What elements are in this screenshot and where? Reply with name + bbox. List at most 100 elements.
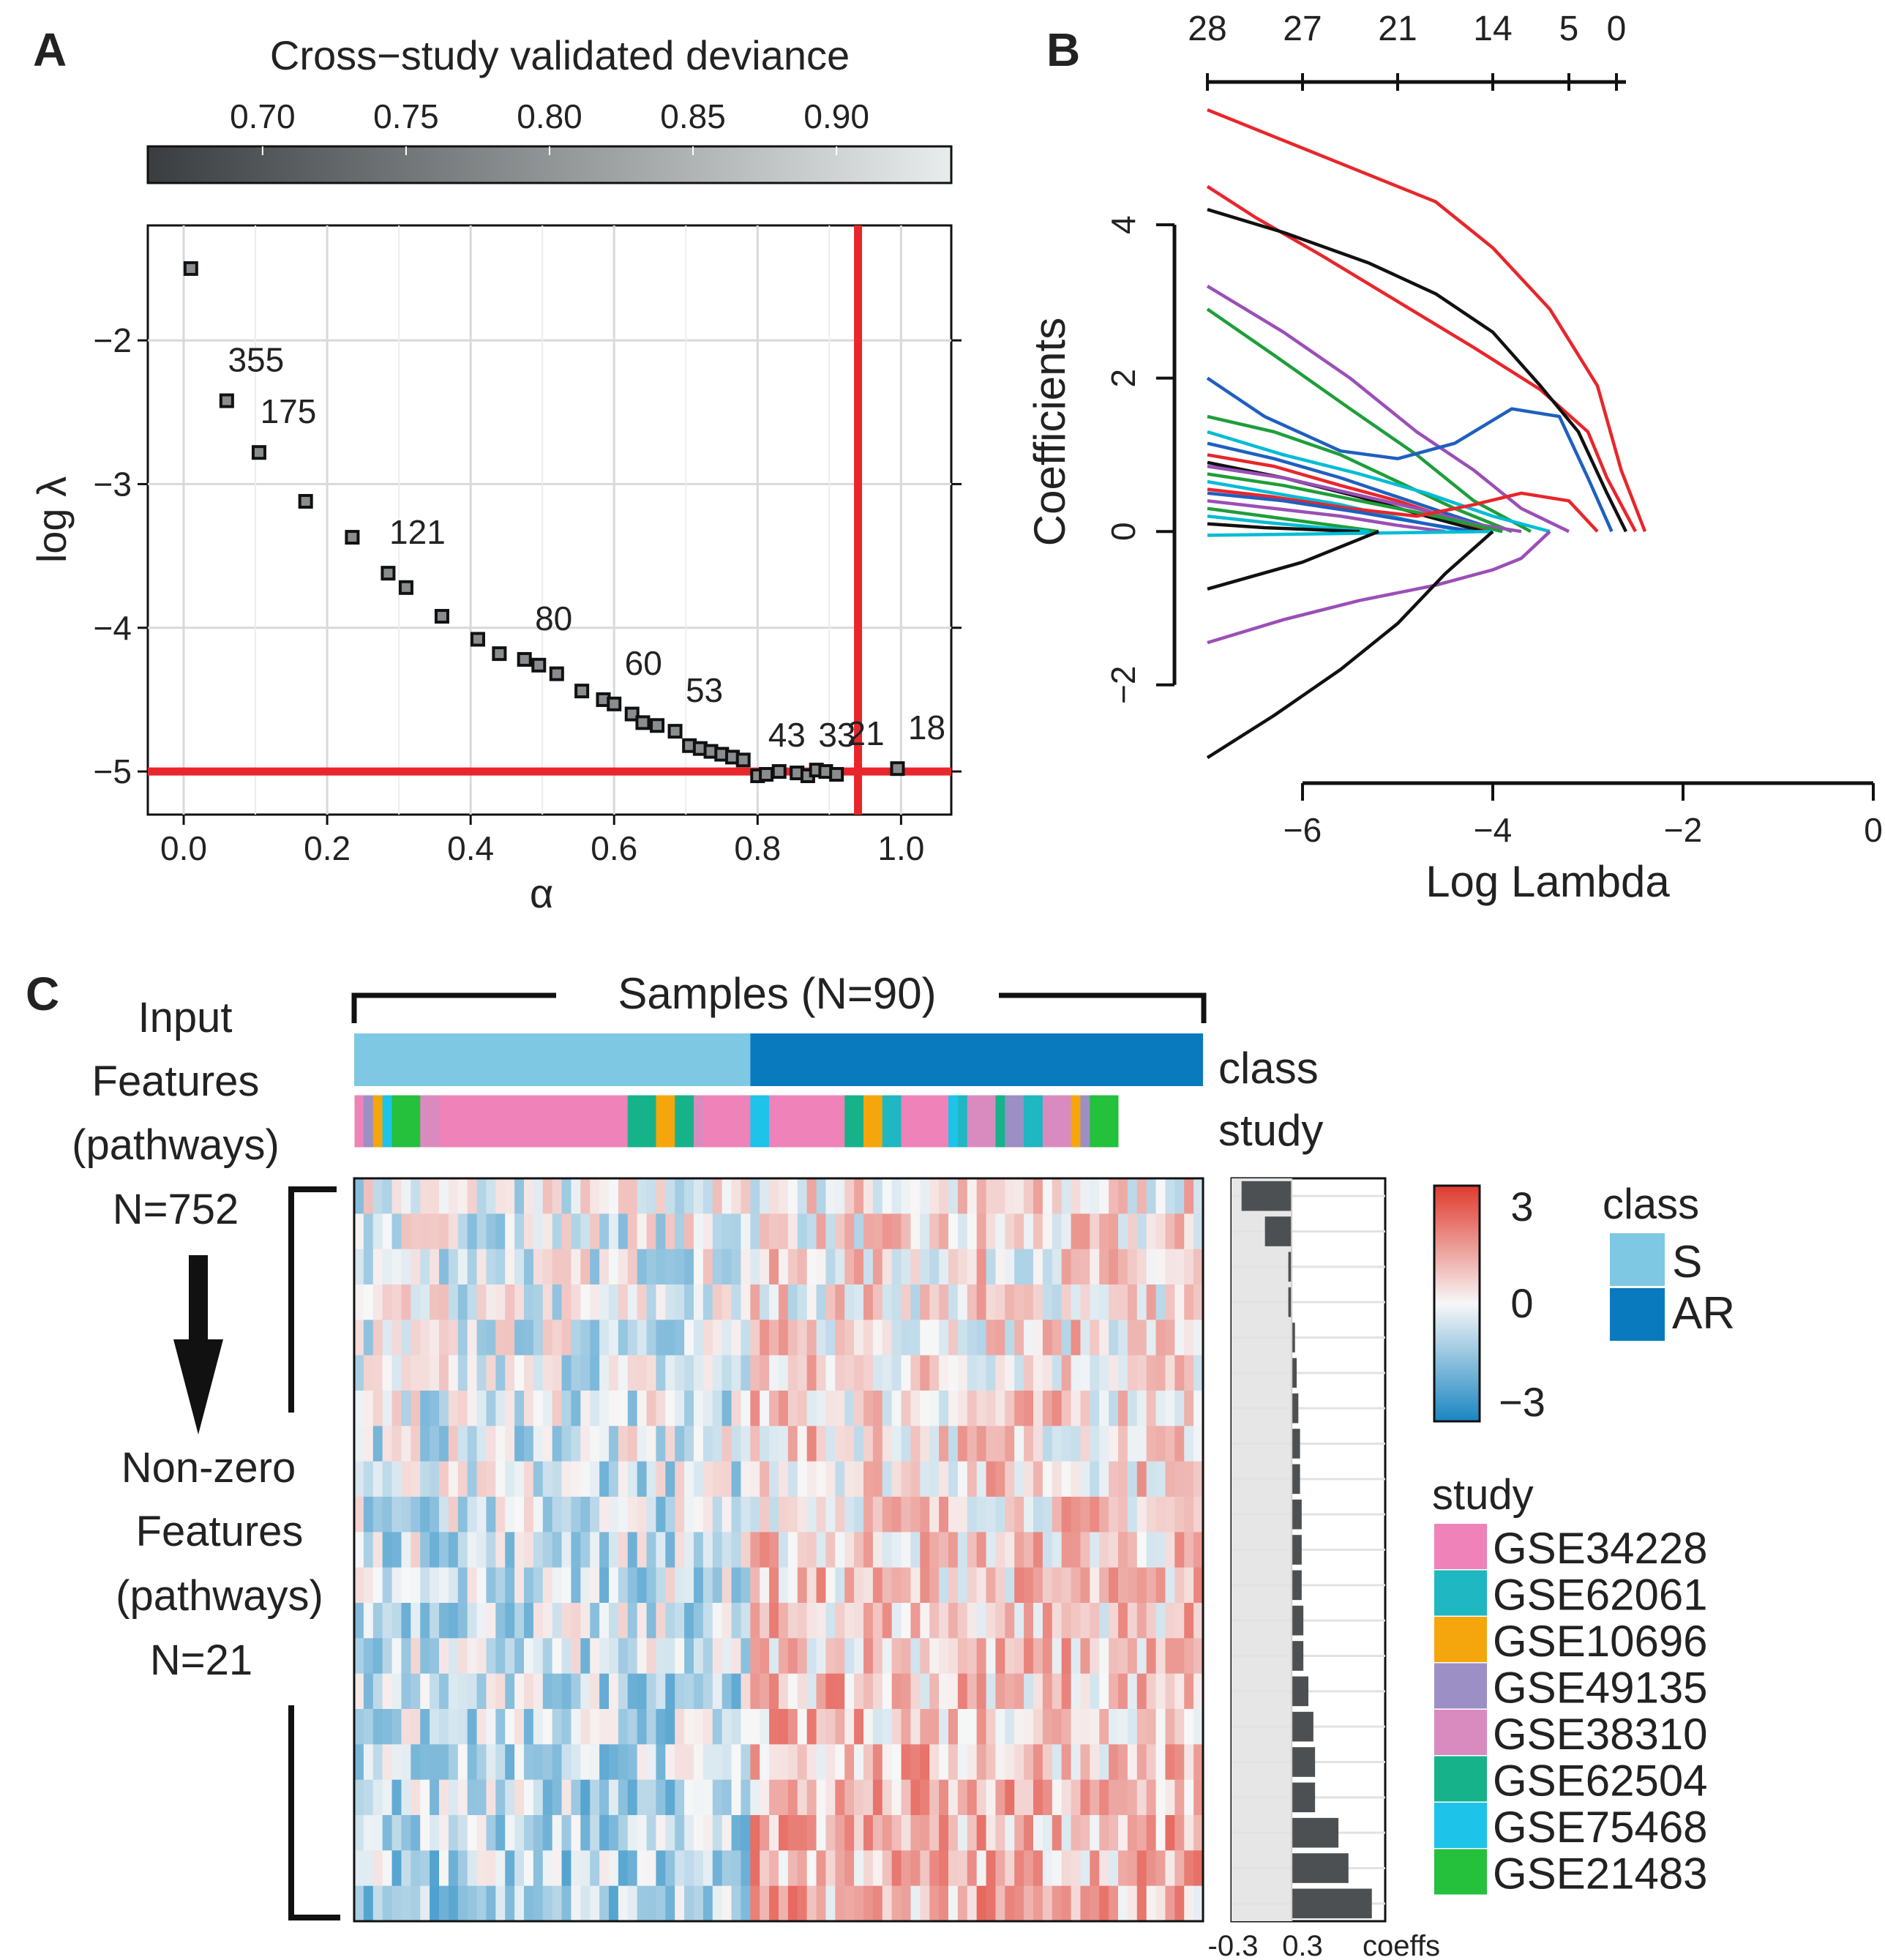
heatmap-cell <box>609 1567 619 1604</box>
heatmap-cell <box>825 1391 836 1426</box>
heatmap-cell <box>609 1391 619 1426</box>
heatmap-cell <box>1033 1391 1043 1426</box>
heatmap-cell <box>1146 1850 1157 1887</box>
heatmap-cell <box>929 1178 940 1214</box>
heatmap-cell <box>825 1885 836 1922</box>
heatmap-cell <box>1136 1320 1147 1356</box>
heatmap-cell <box>571 1391 581 1426</box>
heatmap-cell <box>854 1391 864 1426</box>
heatmap-cell <box>665 1603 675 1639</box>
heatmap-cell <box>816 1249 827 1285</box>
heatmap-cell <box>486 1249 496 1285</box>
heatmap-cell <box>590 1815 600 1851</box>
heatmap-cell <box>986 1885 997 1922</box>
heatmap-cell <box>1127 1497 1138 1533</box>
heatmap-cell <box>1174 1178 1185 1214</box>
heatmap-cell <box>1146 1532 1157 1568</box>
study-track-cell <box>1090 1095 1119 1148</box>
heatmap-cell <box>571 1709 581 1745</box>
heatmap-cell <box>590 1249 600 1285</box>
heatmap-cell <box>448 1567 459 1604</box>
heatmap-cell <box>684 1709 694 1745</box>
heatmap-cell <box>844 1249 855 1285</box>
heatmap-cell <box>571 1850 581 1887</box>
heatmap-cell <box>760 1178 770 1214</box>
heatmap-cell <box>694 1461 704 1497</box>
heatmap-cell <box>939 1284 949 1320</box>
heatmap-cell <box>769 1603 779 1639</box>
coefficient-path <box>1207 530 1551 645</box>
coeff-bar <box>1292 1605 1304 1636</box>
heatmap-cell <box>533 1815 544 1851</box>
heatmap-cell <box>363 1638 374 1675</box>
heatmap-cell <box>411 1567 421 1604</box>
heatmap-cell <box>684 1603 694 1639</box>
heatmap-cell <box>524 1355 534 1391</box>
output-text-1: Non-zero <box>121 1444 296 1492</box>
scatter-point <box>492 646 507 662</box>
heatmap-cell <box>542 1850 553 1887</box>
study-track-cell <box>769 1095 845 1148</box>
heatmap-cell <box>618 1426 629 1462</box>
heatmap-cell <box>571 1532 581 1568</box>
heatmap-cell <box>561 1284 572 1320</box>
heatmap-cell <box>779 1213 789 1250</box>
heatmap-cell <box>665 1815 675 1851</box>
heatmap-cell <box>769 1213 779 1250</box>
heatmap-cell <box>882 1497 893 1533</box>
heatmap-cell <box>448 1249 459 1285</box>
heatmap-cell <box>1042 1603 1053 1639</box>
heatmap-cell <box>787 1779 798 1816</box>
heatmap-cell <box>929 1744 940 1781</box>
heatmap-cell <box>533 1284 544 1320</box>
heatmap-cell <box>1005 1497 1015 1533</box>
study-track-cell <box>967 1095 996 1148</box>
heatmap-cell <box>957 1249 968 1285</box>
heatmap-cell <box>542 1709 553 1745</box>
study-legend-swatch <box>1434 1617 1487 1662</box>
heatmap-cell <box>835 1178 845 1214</box>
heatmap-cell <box>627 1567 638 1604</box>
heatmap-cell <box>872 1815 883 1851</box>
heatmap-cell <box>627 1815 638 1851</box>
study-legend-label: GSE34228 <box>1493 1524 1708 1573</box>
heatmap-cell <box>561 1532 572 1568</box>
heatmap-cell <box>637 1497 648 1533</box>
heatmap-cell <box>967 1284 978 1320</box>
heatmap-cell <box>1080 1638 1090 1675</box>
heatmap-cell <box>637 1709 648 1745</box>
heatmap-cell <box>1109 1603 1119 1639</box>
x-tick-label: −6 <box>1283 811 1322 849</box>
heatmap-cell <box>372 1850 383 1887</box>
x-tick-label: −2 <box>1664 811 1702 849</box>
heatmap-cell <box>797 1461 808 1497</box>
heatmap-cell <box>891 1284 902 1320</box>
heatmap-cell <box>844 1603 855 1639</box>
heatmap-cell <box>411 1885 421 1922</box>
heatmap-cell <box>609 1284 619 1320</box>
heatmap-cell <box>806 1815 817 1851</box>
heatmap-cell <box>1042 1461 1053 1497</box>
heatmap-cell <box>684 1744 694 1781</box>
heatmap-cell <box>401 1426 411 1462</box>
heatmap-cell <box>835 1567 845 1604</box>
heatmap-cell <box>1080 1603 1090 1639</box>
heatmap-cell <box>363 1391 374 1426</box>
heatmap-cell <box>760 1355 770 1391</box>
study-legend-swatch <box>1434 1524 1487 1569</box>
heatmap-cell <box>901 1320 912 1356</box>
heatmap-cell <box>552 1213 563 1250</box>
coeff-bar <box>1288 1287 1292 1317</box>
heatmap-cell <box>1109 1284 1119 1320</box>
heatmap-cell <box>1127 1532 1138 1568</box>
heatmap-cell <box>967 1885 978 1922</box>
heatmap-cell <box>910 1709 921 1745</box>
heatmap-cell <box>910 1885 921 1922</box>
heatmap-cell <box>580 1709 591 1745</box>
heatmap-cell <box>684 1673 694 1710</box>
heatmap-cell <box>363 1284 374 1320</box>
heatmap-cell <box>476 1779 487 1816</box>
heatmap-cell <box>1136 1532 1147 1568</box>
heatmap-cell <box>457 1885 468 1922</box>
